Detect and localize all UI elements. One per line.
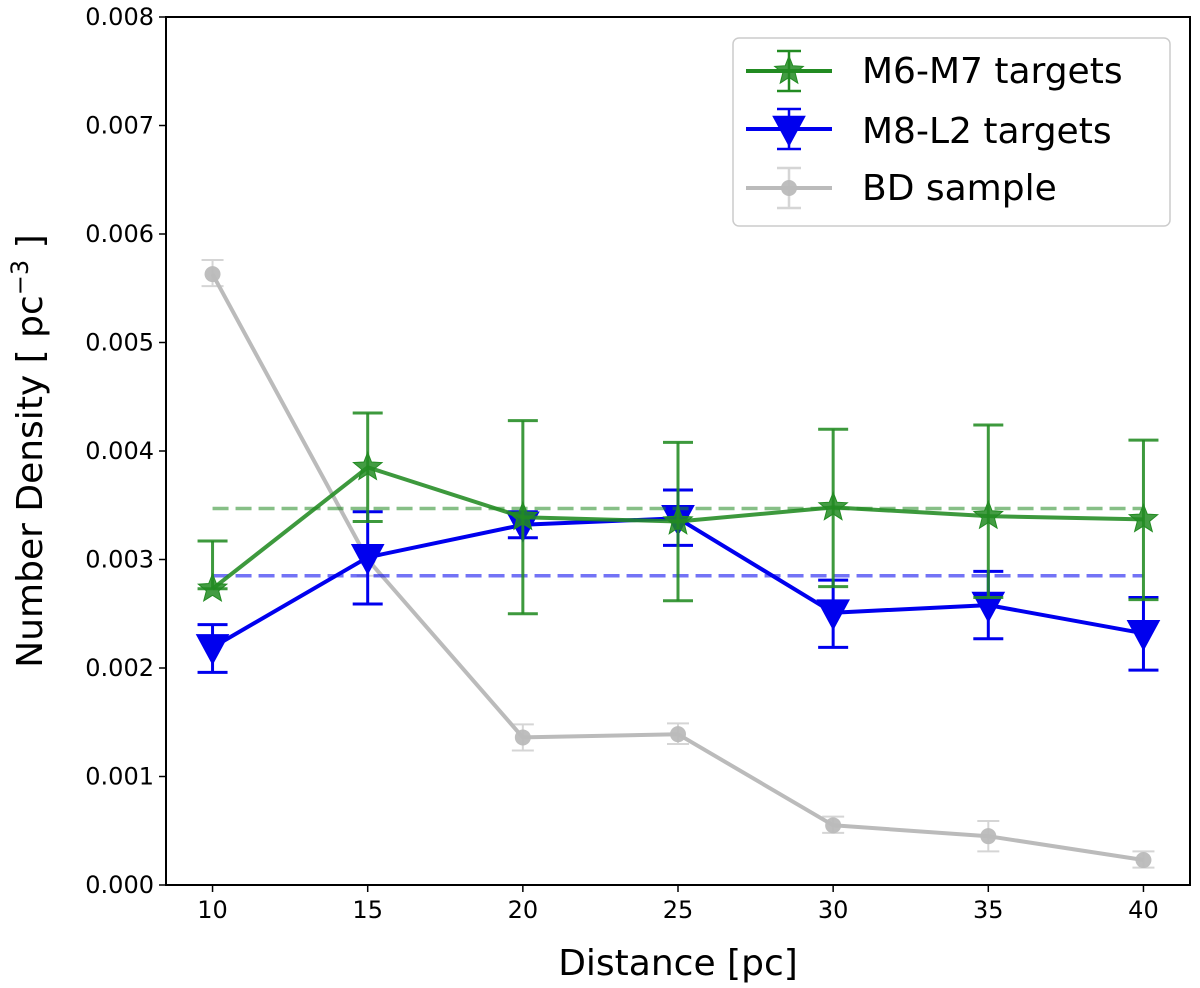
point-m6-m7-targets-40 <box>1127 503 1159 533</box>
point-bd-sample-10 <box>204 266 221 283</box>
y-tick-label-0.002: 0.002 <box>85 654 154 682</box>
x-tick-label-15: 15 <box>352 896 383 924</box>
x-tick-label-35: 35 <box>973 896 1004 924</box>
point-bd-sample-30 <box>825 817 842 834</box>
y-tick-label-0.007: 0.007 <box>85 112 154 140</box>
legend-label-bd: BD sample <box>862 168 1057 209</box>
legend-label-m8l2: M8-L2 targets <box>862 111 1112 152</box>
axes: 10 15 20 25 30 35 40 0.000 0.001 0.002 0.003 0.004 0… <box>85 3 1158 924</box>
legend-box <box>732 37 1171 227</box>
point-bd-sample-25 <box>670 726 686 743</box>
plot-area <box>195 259 1161 869</box>
y-axis-title-main: Number Density [ pc <box>10 295 51 668</box>
y-tick-label-0.005: 0.005 <box>85 329 154 357</box>
point-bd-sample-20 <box>514 729 531 746</box>
point-m6-m7-targets-15 <box>352 450 384 481</box>
y-axis-title: Number Density [ pc−3 ] <box>6 234 51 667</box>
legend-marker-bd-sample <box>781 180 797 196</box>
y-tick-label-0.000: 0.000 <box>85 871 154 899</box>
y-axis-title-end: ] <box>10 234 51 260</box>
point-m6-m7-targets-35 <box>972 499 1004 530</box>
legend-label-m6m7: M6-M7 targets <box>862 51 1123 92</box>
x-axis-title: Distance [pc] <box>558 943 798 984</box>
point-bd-sample-40 <box>1135 852 1152 869</box>
y-tick-label-0.001: 0.001 <box>85 763 154 791</box>
x-tick-label-20: 20 <box>508 896 539 924</box>
legend-marker-m8-l2-targets <box>772 115 806 147</box>
y-tick-label-0.006: 0.006 <box>85 220 154 248</box>
point-m8-l2-targets-30 <box>816 599 850 631</box>
y-tick-label-0.003: 0.003 <box>85 546 154 574</box>
legend: M6-M7 targets M8-L2 targets BD sample <box>732 37 1171 227</box>
x-tick-label-40: 40 <box>1128 896 1159 924</box>
y-axis-title-exponent: −3 <box>6 260 34 295</box>
point-m6-m7-targets-30 <box>817 491 849 521</box>
point-m8-l2-targets-15 <box>350 544 385 576</box>
x-tick-label-30: 30 <box>818 896 849 924</box>
legend-marker-m6-m7-targets <box>773 54 805 85</box>
x-tick-label-25: 25 <box>663 896 694 924</box>
y-tick-label-0.008: 0.008 <box>85 3 154 31</box>
point-bd-sample-35 <box>980 828 997 845</box>
point-m6-m7-targets-10 <box>197 572 229 603</box>
y-tick-label-0.004: 0.004 <box>85 437 154 465</box>
point-m8-l2-targets-40 <box>1126 619 1161 652</box>
point-m8-l2-targets-10 <box>195 634 230 666</box>
x-tick-label-10: 10 <box>197 896 228 924</box>
point-m6-m7-targets-20 <box>507 500 539 531</box>
point-m6-m7-targets-25 <box>662 505 694 535</box>
legend-markers <box>746 49 832 210</box>
